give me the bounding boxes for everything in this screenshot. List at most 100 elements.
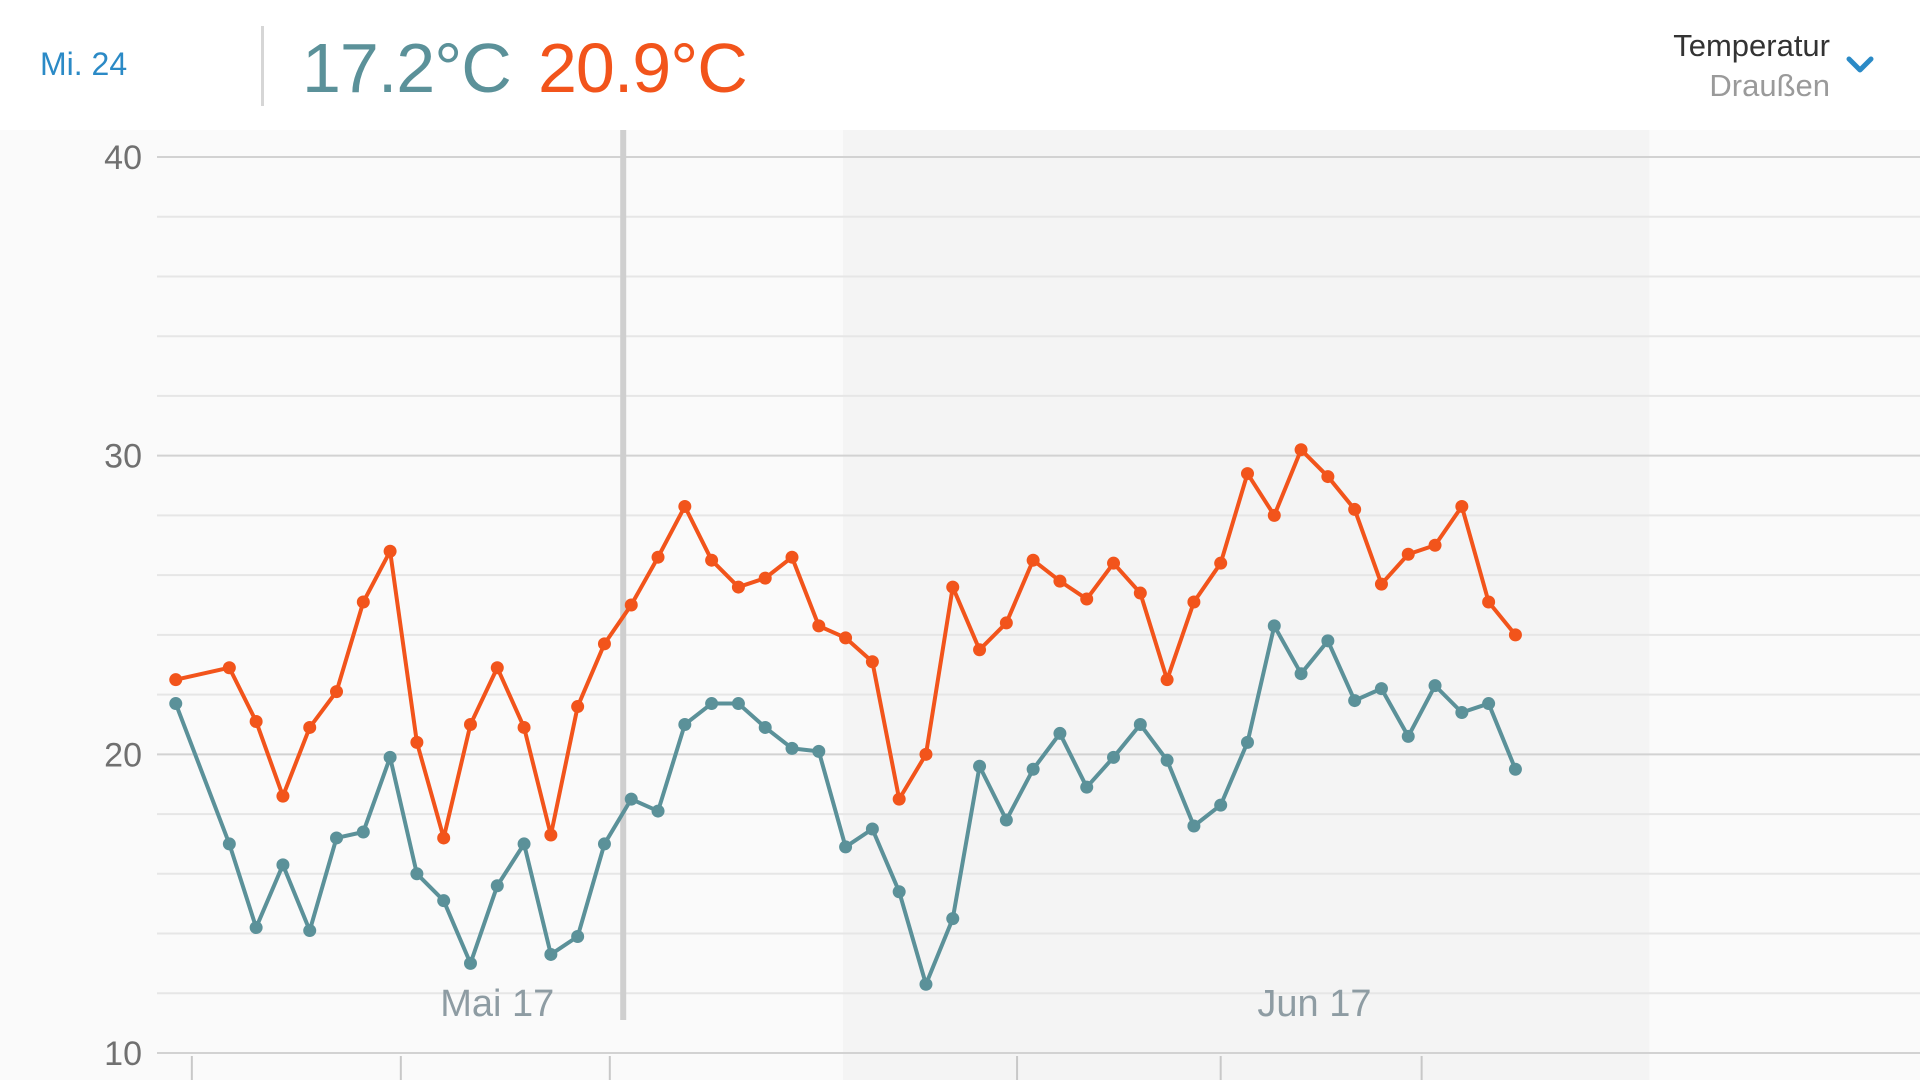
min-temperature-point xyxy=(356,825,370,839)
min-temperature-point xyxy=(1294,667,1308,681)
max-temperature-point xyxy=(383,544,397,558)
max-temperature-point xyxy=(517,720,531,734)
max-temperature-point xyxy=(169,673,183,687)
max-temperature-point xyxy=(651,550,665,564)
min-temperature-point xyxy=(463,956,477,970)
max-temperature-point xyxy=(999,616,1013,630)
min-temperature-point xyxy=(1374,682,1388,696)
header-bar: Mi. 24 17.2°C 20.9°C Temperatur Draußen xyxy=(0,0,1920,130)
min-temperature-point xyxy=(1160,753,1174,767)
max-temperature-point xyxy=(1133,586,1147,600)
max-temperature-point xyxy=(1428,538,1442,552)
min-temperature-point xyxy=(919,977,933,991)
max-temperature-point xyxy=(1267,508,1281,522)
min-temperature-point xyxy=(597,837,611,851)
max-temperature-point xyxy=(1026,553,1040,567)
max-temperature-point xyxy=(410,735,424,749)
max-temperature-point xyxy=(758,571,772,585)
min-temperature-point xyxy=(1267,619,1281,633)
min-temperature-point xyxy=(249,921,263,935)
max-temperature-point xyxy=(1321,470,1335,484)
metric-selector[interactable]: Temperatur Draußen xyxy=(1673,26,1830,106)
max-temperature-point xyxy=(1508,628,1522,642)
max-temperature-point xyxy=(705,553,719,567)
max-temperature-point xyxy=(1348,502,1362,516)
min-temperature-point xyxy=(758,720,772,734)
min-temperature-point xyxy=(517,837,531,851)
min-temperature-point xyxy=(383,750,397,764)
min-temperature-readout: 17.2°C xyxy=(302,29,512,107)
max-temperature-point xyxy=(276,789,290,803)
min-temperature-point xyxy=(973,759,987,773)
min-temperature-point xyxy=(330,831,344,845)
max-temperature-point xyxy=(919,747,933,761)
min-temperature-point xyxy=(1455,706,1469,720)
y-tick-label: 30 xyxy=(104,438,142,476)
min-temperature-point xyxy=(624,792,638,806)
metric-title: Temperatur xyxy=(1673,28,1830,63)
max-temperature-point xyxy=(222,661,236,675)
min-temperature-point xyxy=(865,822,879,836)
max-temperature-point xyxy=(437,831,451,845)
min-temperature-point xyxy=(678,717,692,731)
month-label: Mai 17 xyxy=(440,983,554,1025)
max-temperature-point xyxy=(1374,577,1388,591)
y-tick-label: 40 xyxy=(104,139,142,177)
min-temperature-point xyxy=(1133,717,1147,731)
max-temperature-point xyxy=(946,580,960,594)
max-temperature-point xyxy=(571,700,585,714)
max-temperature-point xyxy=(1455,499,1469,513)
max-temperature-point xyxy=(1187,595,1201,609)
min-temperature-point xyxy=(1482,697,1496,711)
max-temperature-point xyxy=(1482,595,1496,609)
max-temperature-point xyxy=(1240,467,1254,481)
max-temperature-point xyxy=(812,619,826,633)
min-temperature-point xyxy=(651,804,665,818)
min-temperature-point xyxy=(1053,726,1067,740)
min-temperature-point xyxy=(1080,780,1094,794)
max-temperature-point xyxy=(1294,443,1308,457)
chevron-down-icon[interactable] xyxy=(1840,50,1880,80)
min-temperature-point xyxy=(1321,634,1335,648)
max-temperature-point xyxy=(597,637,611,651)
max-temperature-point xyxy=(731,580,745,594)
max-temperature-readout: 20.9°C xyxy=(538,29,748,107)
header-divider xyxy=(261,26,264,106)
min-temperature-point xyxy=(839,840,853,854)
min-temperature-point xyxy=(1348,694,1362,708)
max-temperature-point xyxy=(544,828,558,842)
y-tick-label: 10 xyxy=(104,1035,142,1073)
min-temperature-point xyxy=(544,947,558,961)
max-temperature-point xyxy=(678,499,692,513)
temperature-chart[interactable]: 10 20 30 40 Mai 17 Jun 17 xyxy=(0,130,1920,1080)
max-temperature-point xyxy=(1214,556,1228,570)
max-temperature-point xyxy=(1053,574,1067,588)
min-temperature-point xyxy=(276,858,290,872)
max-temperature-point xyxy=(356,595,370,609)
min-temperature-point xyxy=(785,741,799,755)
min-temperature-point xyxy=(437,894,451,908)
max-temperature-point xyxy=(330,685,344,699)
shaded-month-band xyxy=(842,130,1650,1080)
min-temperature-point xyxy=(705,697,719,711)
max-temperature-point xyxy=(303,720,317,734)
max-temperature-point xyxy=(1401,547,1415,561)
min-temperature-point xyxy=(1214,798,1228,812)
max-temperature-point xyxy=(973,643,987,657)
metric-subtitle: Draußen xyxy=(1709,68,1830,103)
min-temperature-point xyxy=(1107,750,1121,764)
min-temperature-point xyxy=(490,879,504,893)
min-temperature-point xyxy=(1508,762,1522,776)
min-temperature-point xyxy=(1187,819,1201,833)
max-temperature-point xyxy=(865,655,879,669)
min-temperature-point xyxy=(892,885,906,899)
max-temperature-point xyxy=(1160,673,1174,687)
max-temperature-point xyxy=(1080,592,1094,606)
min-temperature-point xyxy=(571,930,585,944)
min-temperature-point xyxy=(812,744,826,758)
y-tick-label: 20 xyxy=(104,736,142,774)
month-label: Jun 17 xyxy=(1257,983,1371,1025)
max-temperature-point xyxy=(839,631,853,645)
min-temperature-point xyxy=(1401,729,1415,743)
min-temperature-point xyxy=(1026,762,1040,776)
